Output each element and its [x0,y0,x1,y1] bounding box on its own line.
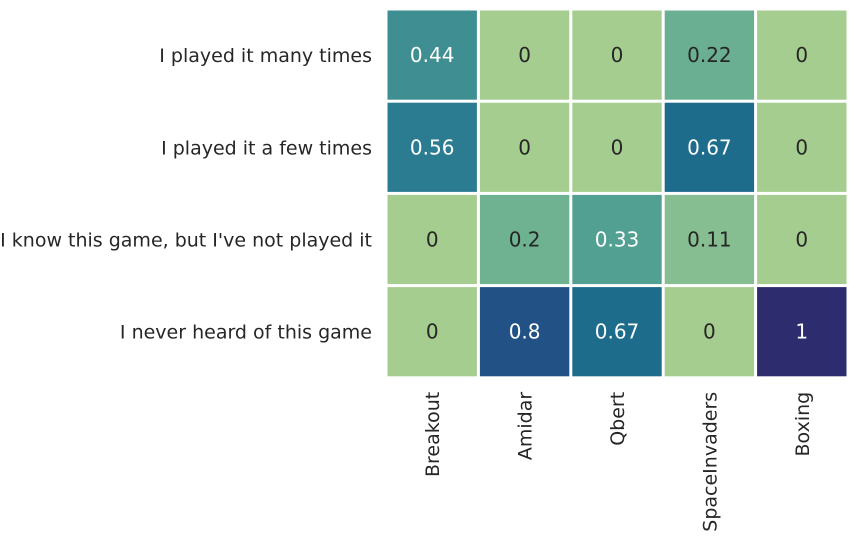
cell-value-label: 0 [611,43,624,67]
cell-value-label: 0.67 [595,320,640,344]
heatmap-cell [479,10,570,100]
row-label: I know this game, but I've not played it [0,230,372,252]
cell-value-label: 0.67 [687,135,732,159]
heatmap-cell [479,287,570,377]
heatmap-cell [479,102,570,192]
heatmap-cell [757,287,847,377]
column-label: Boxing [792,392,814,457]
cell-value-label: 0.44 [410,43,455,67]
heatmap-cell [757,194,847,285]
heatmap-cell [664,102,755,192]
heatmap-cell [572,10,662,100]
cell-value-label: 0 [518,135,531,159]
cell-value-label: 0.33 [595,228,640,252]
heatmap-cell [757,102,847,192]
heatmap-cell [387,102,477,192]
heatmap-cell [664,287,755,377]
row-label: I played it many times [159,45,372,67]
cell-value-label: 0.2 [509,228,541,252]
cell-value-label: 0 [426,320,439,344]
cell-value-label: 0.22 [687,43,732,67]
heatmap-cell [387,194,477,285]
cell-value-label: 0 [795,135,808,159]
cell-value-label: 0 [795,43,808,67]
column-label: Qbert [607,392,629,446]
cell-value-label: 0 [518,43,531,67]
column-label: Breakout [422,392,444,477]
cell-value-label: 0 [426,228,439,252]
cell-value-label: 0.11 [687,228,732,252]
row-label: I played it a few times [161,137,372,159]
heatmap-cell [572,194,662,285]
cell-value-label: 1 [795,320,808,344]
heatmap-cell [572,287,662,377]
heatmap-cell [664,194,755,285]
heatmap-cell [479,194,570,285]
cell-value-label: 0.56 [410,135,455,159]
heatmap-cell [664,10,755,100]
row-label: I never heard of this game [120,322,372,344]
cell-value-label: 0 [611,135,624,159]
heatmap-cell [572,102,662,192]
cell-value-label: 0.8 [509,320,541,344]
heatmap-cell [387,287,477,377]
column-label: Amidar [515,392,537,460]
heatmap-cell [387,10,477,100]
heatmap-cell [757,10,847,100]
column-label: SpaceInvaders [699,392,721,532]
cell-value-label: 0 [703,320,716,344]
cell-value-label: 0 [795,228,808,252]
